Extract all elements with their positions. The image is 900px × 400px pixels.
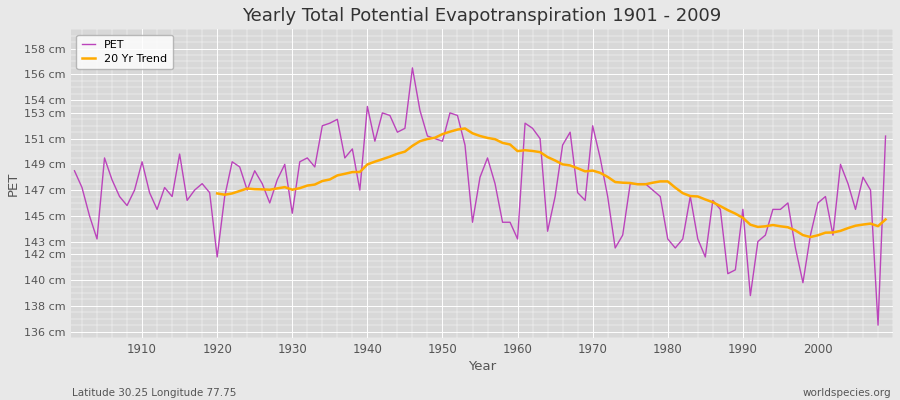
20 Yr Trend xyxy=(415,139,426,144)
20 Yr Trend xyxy=(685,194,696,198)
X-axis label: Year: Year xyxy=(468,360,496,373)
20 Yr Trend xyxy=(805,235,815,240)
PET xyxy=(519,121,530,126)
PET xyxy=(880,134,891,138)
PET xyxy=(130,188,140,192)
20 Yr Trend xyxy=(460,126,471,131)
PET xyxy=(69,168,80,173)
Y-axis label: PET: PET xyxy=(7,172,20,196)
Text: worldspecies.org: worldspecies.org xyxy=(803,388,891,398)
Legend: PET, 20 Yr Trend: PET, 20 Yr Trend xyxy=(76,35,173,70)
PET xyxy=(407,66,418,70)
Title: Yearly Total Potential Evapotranspiration 1901 - 2009: Yearly Total Potential Evapotranspiratio… xyxy=(242,7,722,25)
Line: 20 Yr Trend: 20 Yr Trend xyxy=(217,128,886,237)
PET xyxy=(339,156,350,160)
20 Yr Trend xyxy=(790,228,801,233)
PET xyxy=(610,246,621,250)
Line: PET: PET xyxy=(75,68,886,325)
PET xyxy=(512,236,523,241)
20 Yr Trend xyxy=(302,183,312,188)
PET xyxy=(294,159,305,164)
PET xyxy=(873,323,884,328)
20 Yr Trend xyxy=(865,221,876,226)
Text: Latitude 30.25 Longitude 77.75: Latitude 30.25 Longitude 77.75 xyxy=(72,388,237,398)
20 Yr Trend xyxy=(880,217,891,222)
20 Yr Trend xyxy=(775,224,786,229)
20 Yr Trend xyxy=(212,191,222,196)
